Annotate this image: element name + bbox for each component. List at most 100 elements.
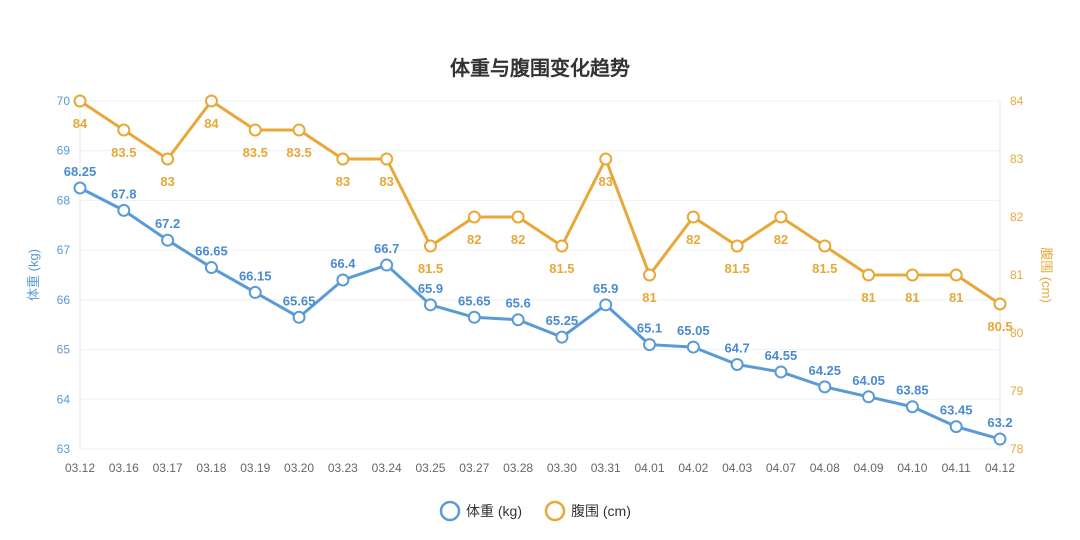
weight-point[interactable] [599, 298, 613, 312]
weight-point[interactable] [862, 390, 876, 404]
waist-point[interactable] [161, 152, 175, 166]
waist-data-label: 81.5 [812, 261, 837, 276]
weight-point[interactable] [993, 432, 1007, 446]
weight-data-label: 68.25 [64, 164, 97, 179]
waist-point[interactable] [949, 268, 963, 282]
right-axis-title: 腹围 (cm) [1039, 247, 1054, 303]
x-tick-label: 04.12 [985, 461, 1015, 475]
weight-data-label: 65.6 [505, 296, 530, 311]
right-tick-label: 80 [1010, 326, 1024, 340]
waist-point[interactable] [643, 268, 657, 282]
left-tick-label: 64 [57, 392, 71, 406]
weight-point[interactable] [818, 380, 832, 394]
waist-point[interactable] [511, 210, 525, 224]
waist-point[interactable] [467, 210, 481, 224]
waist-point[interactable] [905, 268, 919, 282]
x-tick-label: 03.12 [65, 461, 95, 475]
weight-point[interactable] [555, 330, 569, 344]
legend-item-weight[interactable]: 体重 (kg) [439, 500, 522, 522]
weight-data-label: 65.65 [458, 293, 491, 308]
x-tick-label: 03.30 [547, 461, 577, 475]
right-axis-ticks: 78 79 80 81 82 83 84 [1010, 94, 1024, 456]
weight-point[interactable] [336, 273, 350, 287]
waist-data-label: 84 [204, 116, 219, 131]
weight-point[interactable] [686, 340, 700, 354]
weight-data-label: 66.15 [239, 268, 272, 283]
right-tick-label: 84 [1010, 94, 1024, 108]
x-tick-label: 04.01 [635, 461, 665, 475]
waist-data-label: 81.5 [549, 261, 574, 276]
waist-point[interactable] [117, 123, 131, 137]
weight-point[interactable] [161, 233, 175, 247]
waist-point[interactable] [292, 123, 306, 137]
weight-point[interactable] [774, 365, 788, 379]
weight-data-label: 66.4 [330, 256, 356, 271]
waist-data-label: 80.5 [987, 319, 1012, 334]
weight-data-label: 64.55 [765, 348, 798, 363]
weight-data-label: 64.25 [808, 363, 841, 378]
weight-point[interactable] [248, 285, 262, 299]
weight-point[interactable] [423, 298, 437, 312]
right-tick-label: 81 [1010, 268, 1024, 282]
x-tick-label: 03.17 [153, 461, 183, 475]
waist-point[interactable] [336, 152, 350, 166]
waist-point[interactable] [862, 268, 876, 282]
waist-point[interactable] [73, 94, 87, 108]
left-axis-ticks: 63 64 65 66 67 68 69 70 [57, 94, 71, 456]
legend-marker-waist [544, 500, 566, 522]
left-tick-label: 67 [57, 243, 71, 257]
waist-point[interactable] [730, 239, 744, 253]
x-tick-label: 03.28 [503, 461, 533, 475]
weight-point[interactable] [467, 310, 481, 324]
weight-point[interactable] [730, 357, 744, 371]
weight-point[interactable] [292, 310, 306, 324]
x-tick-label: 03.19 [240, 461, 270, 475]
weight-point[interactable] [643, 338, 657, 352]
left-tick-label: 70 [57, 94, 71, 108]
waist-point[interactable] [993, 297, 1007, 311]
waist-data-label: 81 [905, 290, 919, 305]
weight-point[interactable] [73, 181, 87, 195]
weight-data-label: 64.05 [852, 373, 885, 388]
x-axis-ticks: 03.12 03.16 03.17 03.18 03.19 03.20 03.23 03.24… [65, 461, 1015, 475]
waist-data-label: 83.5 [286, 145, 311, 160]
waist-point[interactable] [423, 239, 437, 253]
x-tick-label: 03.27 [459, 461, 489, 475]
waist-point[interactable] [599, 152, 613, 166]
grid-lines [79, 100, 1001, 450]
weight-point[interactable] [380, 258, 394, 272]
waist-data-label: 83 [598, 174, 612, 189]
waist-point[interactable] [686, 210, 700, 224]
left-tick-label: 69 [57, 144, 71, 158]
weight-data-label: 65.65 [283, 293, 316, 308]
waist-point[interactable] [555, 239, 569, 253]
left-tick-label: 65 [57, 343, 71, 357]
weight-point[interactable] [905, 400, 919, 414]
weight-data-label: 63.85 [896, 383, 929, 398]
waist-point[interactable] [380, 152, 394, 166]
waist-data-label: 83 [379, 174, 393, 189]
x-tick-label: 03.25 [415, 461, 445, 475]
left-axis-title: 体重 (kg) [26, 249, 41, 301]
right-tick-label: 82 [1010, 210, 1024, 224]
waist-point[interactable] [204, 94, 218, 108]
waist-point[interactable] [248, 123, 262, 137]
weight-point[interactable] [511, 313, 525, 327]
legend-item-waist[interactable]: 腹围 (cm) [544, 500, 631, 522]
weight-point[interactable] [204, 261, 218, 275]
waist-point[interactable] [818, 239, 832, 253]
weight-point[interactable] [949, 420, 963, 434]
legend-label-weight: 体重 (kg) [466, 503, 522, 519]
x-tick-label: 03.18 [196, 461, 226, 475]
x-tick-label: 03.20 [284, 461, 314, 475]
weight-data-label: 66.7 [374, 241, 399, 256]
right-tick-label: 78 [1010, 442, 1024, 456]
series-lines [79, 99, 1001, 441]
weight-point[interactable] [117, 203, 131, 217]
weight-data-label: 65.9 [418, 281, 443, 296]
waist-data-label: 83.5 [111, 145, 136, 160]
waist-point[interactable] [774, 210, 788, 224]
waist-data-label: 82 [686, 232, 700, 247]
x-tick-label: 04.10 [897, 461, 927, 475]
waist-data-label: 82 [774, 232, 788, 247]
